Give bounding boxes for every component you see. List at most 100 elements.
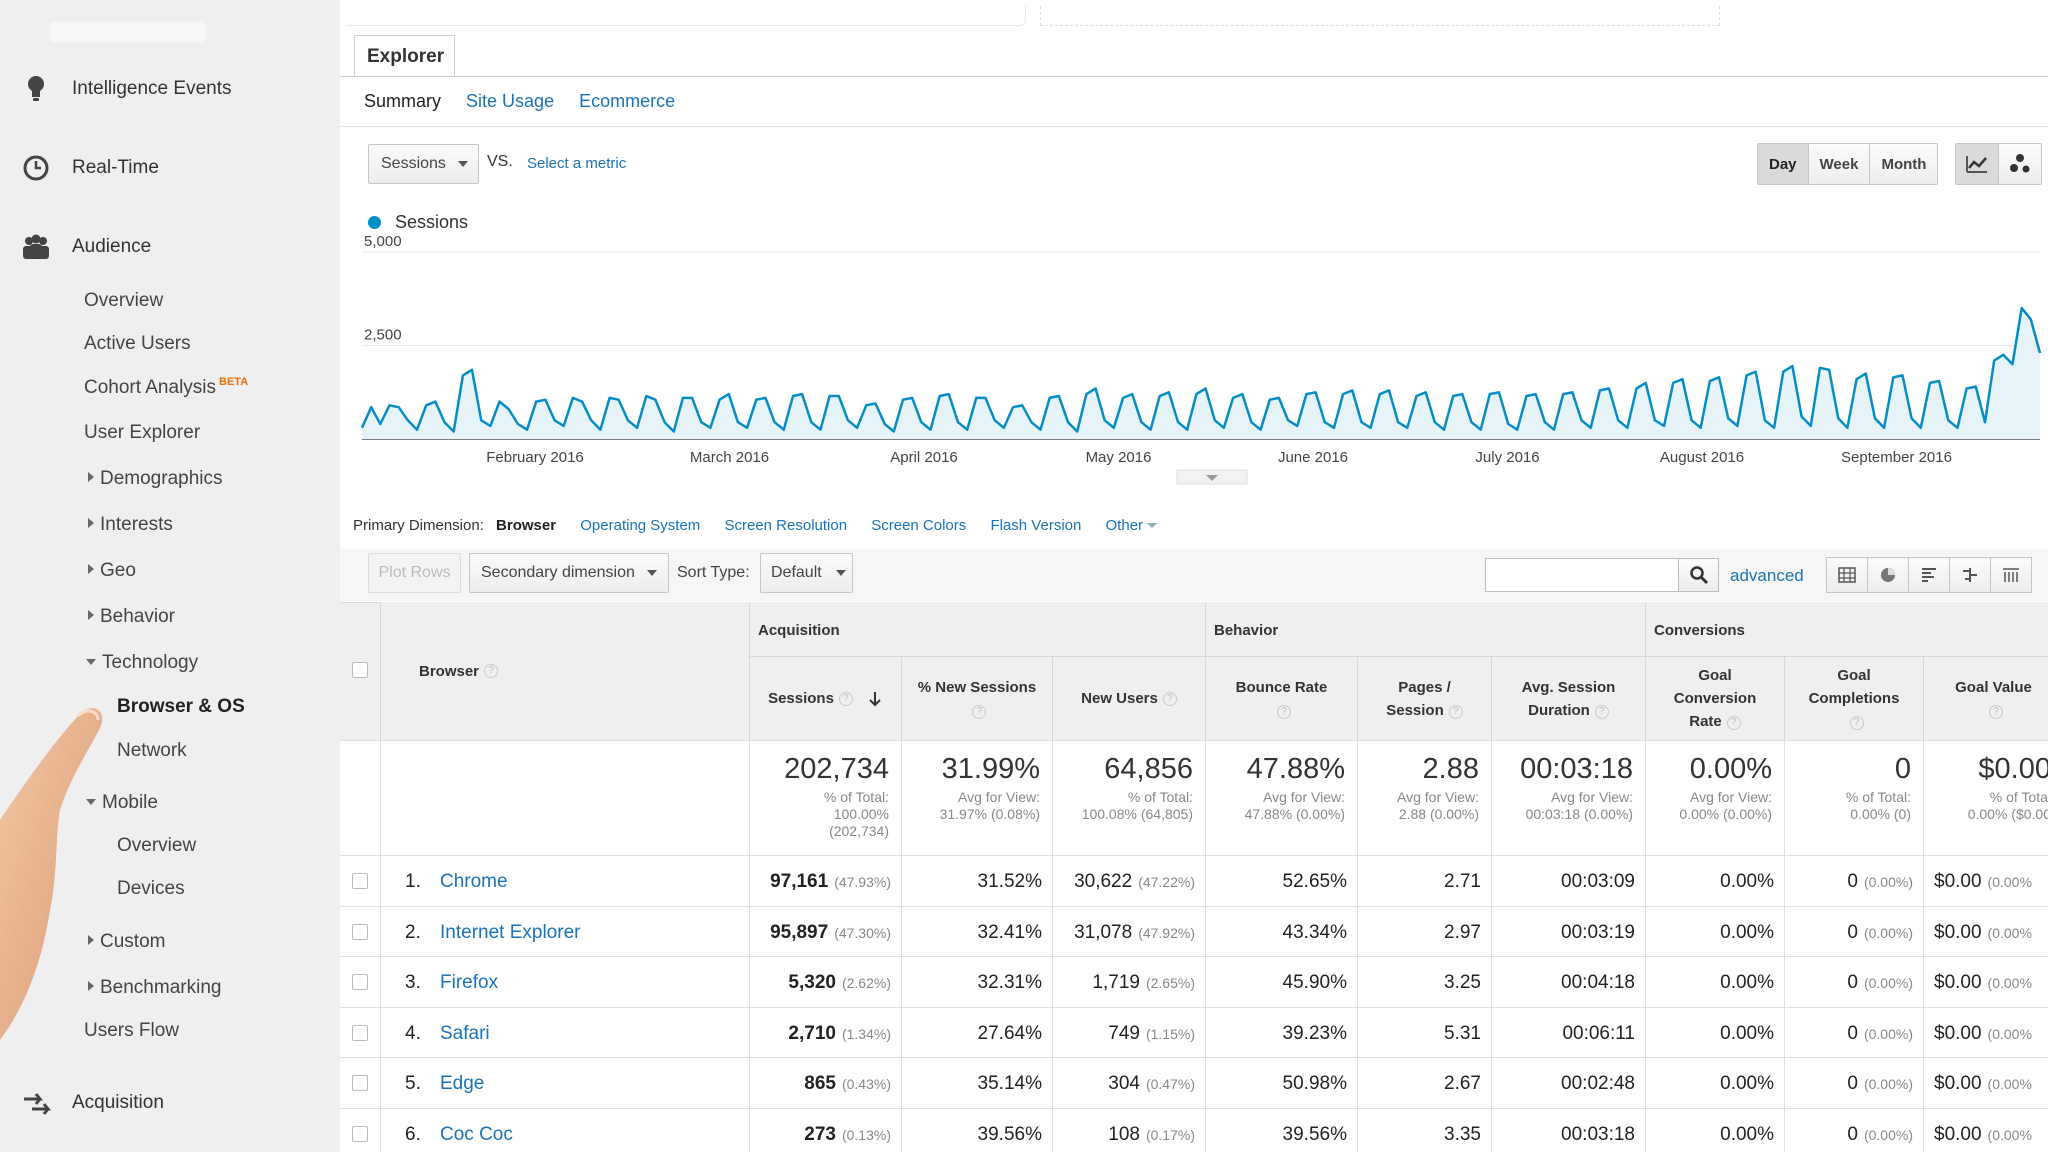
total-new-users: 64,856% of Total: 100.08% (64,805) [1052,740,1205,855]
sidebar-item-active-users[interactable]: Active Users [84,333,191,354]
header-bounce[interactable]: Bounce Rate? [1205,656,1357,740]
caret-right-icon [88,472,94,482]
browser-link[interactable]: Safari [440,1022,490,1044]
sort-type-dropdown[interactable]: Default [760,553,853,593]
cell-new-sessions: 27.64% [901,1006,1052,1058]
browser-link[interactable]: Coc Coc [440,1124,513,1145]
sidebar-item-benchmarking[interactable]: Benchmarking [84,977,221,999]
cell-pages: 2.67 [1357,1057,1491,1108]
cell-sessions: 273 (0.13%) [749,1108,901,1152]
browser-link[interactable]: Firefox [440,972,499,994]
period-month-button[interactable]: Month [1870,144,1938,184]
sidebar-item-user-explorer[interactable]: User Explorer [84,422,201,443]
header-gcr[interactable]: Goal Conversion Rate? [1645,656,1784,740]
comparison-view-icon[interactable] [1949,557,1991,593]
cell-gc: 0 (0.00%) [1784,1057,1923,1108]
sidebar-item-geo[interactable]: Geo [84,560,136,582]
select-all-checkbox[interactable] [352,662,368,678]
sidebar-item-intelligence-events[interactable]: Intelligence Events [0,64,340,114]
sessions-chart: 5,000 2,500 February 2016 March 2016 April … [360,233,2042,485]
bulb-icon [20,73,52,105]
period-day-button[interactable]: Day [1758,144,1809,184]
sidebar-item-devices[interactable]: Devices [117,878,185,899]
performance-view-icon[interactable] [1908,557,1950,593]
sidebar-item-network[interactable]: Network [117,740,187,761]
subtab-summary[interactable]: Summary [364,91,442,111]
subtab-site-usage[interactable]: Site Usage [466,91,555,111]
cell-new-sessions: 32.41% [901,905,1052,957]
cell-sessions: 2,710 (1.34%) [749,1006,901,1058]
sidebar-item-mobile[interactable]: Mobile [84,792,158,814]
sidebar-item-acquisition[interactable]: Acquisition [0,1078,340,1128]
sidebar-item-users-flow[interactable]: Users Flow [84,1020,180,1041]
group-behavior: Behavior [1205,602,1645,656]
plot-rows-button[interactable]: Plot Rows [368,553,461,593]
row-checkbox[interactable] [352,923,368,940]
sidebar-item-custom[interactable]: Custom [84,931,165,953]
browser-link[interactable]: Chrome [440,871,508,892]
header-browser[interactable]: Browser? [380,602,749,740]
help-icon: ? [1594,704,1609,719]
tab-explorer[interactable]: Explorer [354,35,455,77]
header-sessions[interactable]: Sessions? [749,656,901,740]
row-checkbox[interactable] [352,974,368,991]
row-checkbox[interactable] [352,1126,368,1142]
total-gv: $0.00% of Total 0.00% ($0.00 [1923,740,2048,855]
table-search-input[interactable] [1485,558,1679,592]
pivot-view-icon[interactable] [1990,557,2032,593]
sidebar-item-technology[interactable]: Technology [84,652,198,674]
cell-avg: 00:03:18 [1491,1108,1645,1152]
sidebar-item-mobile-overview[interactable]: Overview [117,835,197,856]
chart-collapse-handle[interactable] [1176,469,1248,485]
table-view-icon[interactable] [1826,557,1868,593]
line-chart-icon[interactable] [1956,144,1999,184]
subtab-ecommerce[interactable]: Ecommerce [579,91,676,111]
sidebar-item-audience[interactable]: Audience [0,222,340,272]
dimension-operating-system[interactable]: Operating System [580,517,701,534]
x-tick-label: April 2016 [890,449,958,466]
secondary-dimension-dropdown[interactable]: Secondary dimension [469,553,669,593]
sidebar-item-behavior[interactable]: Behavior [84,606,175,628]
motion-chart-icon[interactable] [1999,144,2041,184]
total-new-sessions: 31.99% Avg for View: 31.97% (0.08%) [901,740,1052,855]
header-gc[interactable]: Goal Completions? [1784,656,1923,740]
help-icon: ? [838,691,853,706]
dimension-flash-version[interactable]: Flash Version [990,517,1082,534]
dimension-other-dropdown[interactable]: Other [1106,517,1158,534]
sidebar-item-browser-os[interactable]: Browser & OS [117,696,245,717]
sidebar-item-demographics[interactable]: Demographics [84,468,223,490]
period-week-button[interactable]: Week [1808,144,1871,184]
sidebar-item-cohort-analysis[interactable]: Cohort Analysis BETA [84,376,249,398]
chart-series-line [360,306,2042,433]
advanced-filter-link[interactable]: advanced [1730,566,1804,585]
dimension-screen-resolution[interactable]: Screen Resolution [724,517,848,534]
row-checkbox[interactable] [352,1024,368,1041]
dimension-screen-colors[interactable]: Screen Colors [871,517,967,534]
select-metric-link[interactable]: Select a metric [527,155,627,172]
header-avg[interactable]: Avg. Session Duration? [1491,656,1645,740]
acquisition-icon [20,1087,52,1119]
cell-gc: 0 (0.00%) [1784,905,1923,957]
header-pages[interactable]: Pages / Session? [1357,656,1491,740]
cell-sessions: 865 (0.43%) [749,1057,901,1108]
header-new-sessions[interactable]: % New Sessions? [901,656,1052,740]
help-icon: ? [1988,704,2003,719]
search-icon [1689,566,1708,585]
cell-sessions: 97,161 (47.93%) [749,855,901,906]
metric-dropdown[interactable]: Sessions [368,144,479,184]
cell-gc: 0 (0.00%) [1784,956,1923,1007]
row-checkbox[interactable] [352,1075,368,1092]
browser-link[interactable]: Edge [440,1073,485,1095]
header-new-users[interactable]: New Users? [1052,656,1205,740]
header-gv[interactable]: Goal Value? [1923,656,2048,740]
dimension-browser[interactable]: Browser [496,517,557,534]
sidebar-item-interests[interactable]: Interests [84,514,173,536]
row-checkbox[interactable] [352,873,368,889]
cell-gv: $0.00 (0.00% [1923,905,2048,957]
search-button[interactable] [1679,558,1719,592]
sidebar-item-real-time[interactable]: Real-Time [0,143,340,193]
browser-link[interactable]: Internet Explorer [440,921,581,943]
sidebar-item-overview[interactable]: Overview [84,290,164,311]
pie-view-icon[interactable] [1867,557,1909,593]
cell-pages: 3.25 [1357,956,1491,1007]
